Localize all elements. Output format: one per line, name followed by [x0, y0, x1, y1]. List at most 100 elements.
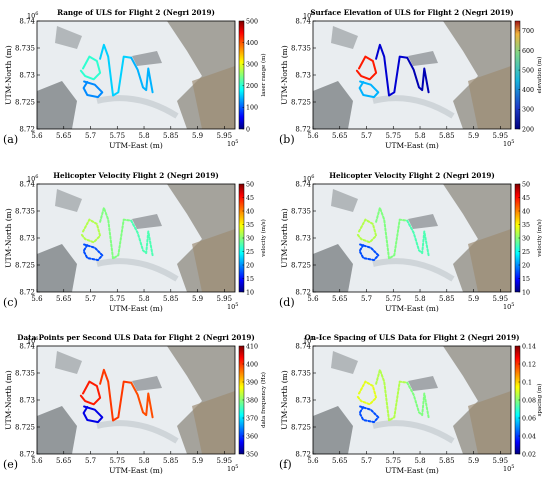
x-tick-label: 5.6 [307, 457, 319, 465]
colorbar-tick-label: 0.08 [522, 397, 536, 404]
land-area [192, 66, 235, 129]
chart-title: Helicopter Velocity Flight 2 (Negri 2019… [53, 171, 218, 180]
colorbar-tick-label: 25 [246, 249, 254, 256]
panel-label: (f) [279, 458, 292, 471]
y-exponent-power: 6 [311, 174, 314, 180]
land-area [468, 391, 511, 454]
x-tick-label: 5.75 [109, 457, 125, 465]
flight-track-main [375, 368, 409, 422]
colorbar-tick-label: 410 [246, 343, 258, 350]
nunatak [408, 51, 438, 66]
chart-title: Data Points per Second ULS Data for Flig… [17, 333, 254, 342]
x-tick-label: 5.95 [217, 457, 233, 465]
y-tick-label: 8.74 [295, 18, 311, 26]
x-tick-label: 5.9 [192, 295, 203, 303]
chart-panel: 5.6 5.65 5.7 5.75 5.8 5.85 5.9 5.95 8.72 8.725 8.7… [3, 333, 267, 475]
x-tick-label: 5.8 [414, 295, 425, 303]
colorbar-tick-label: 40 [522, 208, 530, 215]
y-tick-label: 8.725 [291, 262, 311, 270]
flight-track-loops [79, 218, 102, 244]
rock-area-north [331, 189, 358, 212]
x-tick-label: 5.6 [31, 457, 43, 465]
colorbar-tick-label: 300 [522, 107, 534, 114]
x-tick-label: 5.8 [138, 295, 149, 303]
y-tick-label: 8.72 [295, 289, 311, 297]
y-axis-label: UTM-North (m) [280, 208, 289, 267]
flight-track-loops [355, 55, 378, 81]
x-tick-label: 5.95 [493, 295, 509, 303]
colorbar-tick-label: 390 [246, 379, 258, 386]
rock-area-west [37, 81, 77, 129]
y-exponent: 106 [303, 11, 314, 20]
glacier-flow [96, 95, 179, 119]
x-exponent-power: 5 [235, 139, 238, 145]
x-tick-label: 5.8 [414, 457, 425, 465]
colorbar-tick-label: 500 [522, 67, 534, 74]
x-exponent: 105 [503, 139, 514, 148]
y-tick-label: 8.735 [291, 208, 311, 216]
y-tick-label: 8.72 [295, 451, 311, 459]
colorbar-tick-label: 100 [246, 105, 258, 112]
x-tick-label: 5.85 [163, 295, 179, 303]
x-tick-label: 5.6 [31, 295, 43, 303]
colorbar-tick-label: 25 [522, 249, 530, 256]
y-exponent-power: 6 [311, 336, 314, 342]
y-exponent-base: 10 [303, 175, 311, 183]
x-tick-label: 5.75 [109, 295, 125, 303]
flight-track-main [375, 206, 409, 260]
y-tick-label: 8.73 [295, 235, 311, 243]
land-area [468, 66, 511, 129]
nunatak [408, 214, 438, 229]
x-exponent: 105 [227, 464, 238, 473]
chart-panel: 5.6 5.65 5.7 5.75 5.8 5.85 5.9 5.95 8.72 8.725 8.7… [279, 8, 543, 150]
colorbar-tick-label: 10 [246, 289, 254, 296]
colorbar-tick-label: 200 [522, 126, 534, 133]
chart-panel: 5.6 5.65 5.7 5.75 5.8 5.85 5.9 5.95 8.72 8.725 8.7… [279, 333, 543, 475]
y-tick-label: 8.73 [295, 397, 311, 405]
panel-label: (d) [279, 296, 295, 309]
glacier-flow [96, 420, 179, 444]
y-axis-label: UTM-North (m) [280, 370, 289, 429]
rock-area-west [313, 244, 353, 292]
y-exponent-base: 10 [303, 12, 311, 20]
y-tick-label: 8.735 [291, 370, 311, 378]
x-tick-label: 5.9 [468, 132, 479, 140]
x-exponent-power: 5 [511, 464, 514, 470]
colorbar-tick-label: 0.12 [522, 361, 536, 368]
chart-title: Range of ULS for Flight 2 (Negri 2019) [57, 8, 215, 17]
rock-area-north [331, 351, 358, 374]
colorbar-tick-label: 35 [522, 222, 530, 229]
flight-track-east [406, 56, 430, 94]
y-tick-label: 8.74 [19, 181, 35, 189]
y-exponent-base: 10 [27, 337, 35, 345]
flight-track-east [406, 219, 430, 257]
nunatak [408, 376, 438, 391]
y-tick-label: 8.74 [295, 343, 311, 351]
panel-label: (a) [3, 133, 18, 146]
y-tick-label: 8.73 [295, 72, 311, 80]
x-tick-label: 5.85 [163, 457, 179, 465]
colorbar-tick-label: 0.02 [522, 451, 536, 458]
colorbar-tick-label: 15 [522, 276, 530, 283]
x-exponent-power: 5 [235, 464, 238, 470]
colorbar-tick-label: 370 [246, 415, 258, 422]
flight-track-lower [82, 243, 104, 262]
x-tick-label: 5.7 [85, 132, 96, 140]
map-background [313, 346, 511, 454]
colorbar-tick-label: 45 [246, 195, 254, 202]
glacier-flow [96, 258, 179, 282]
colorbar-label: data frequency (Hz) [260, 372, 267, 428]
map-background [37, 346, 235, 454]
x-tick-label: 5.75 [385, 295, 401, 303]
x-tick-label: 5.65 [332, 457, 348, 465]
x-tick-label: 5.95 [217, 132, 233, 140]
colorbar-tick-label: 500 [246, 18, 258, 25]
x-tick-label: 5.9 [468, 457, 479, 465]
colorbar-tick-label: 20 [246, 262, 254, 269]
x-tick-label: 5.7 [361, 295, 372, 303]
x-tick-label: 5.8 [414, 132, 425, 140]
land-area [192, 391, 235, 454]
x-axis-label: UTM-East (m) [109, 466, 163, 475]
x-exponent-base: 10 [503, 303, 511, 311]
